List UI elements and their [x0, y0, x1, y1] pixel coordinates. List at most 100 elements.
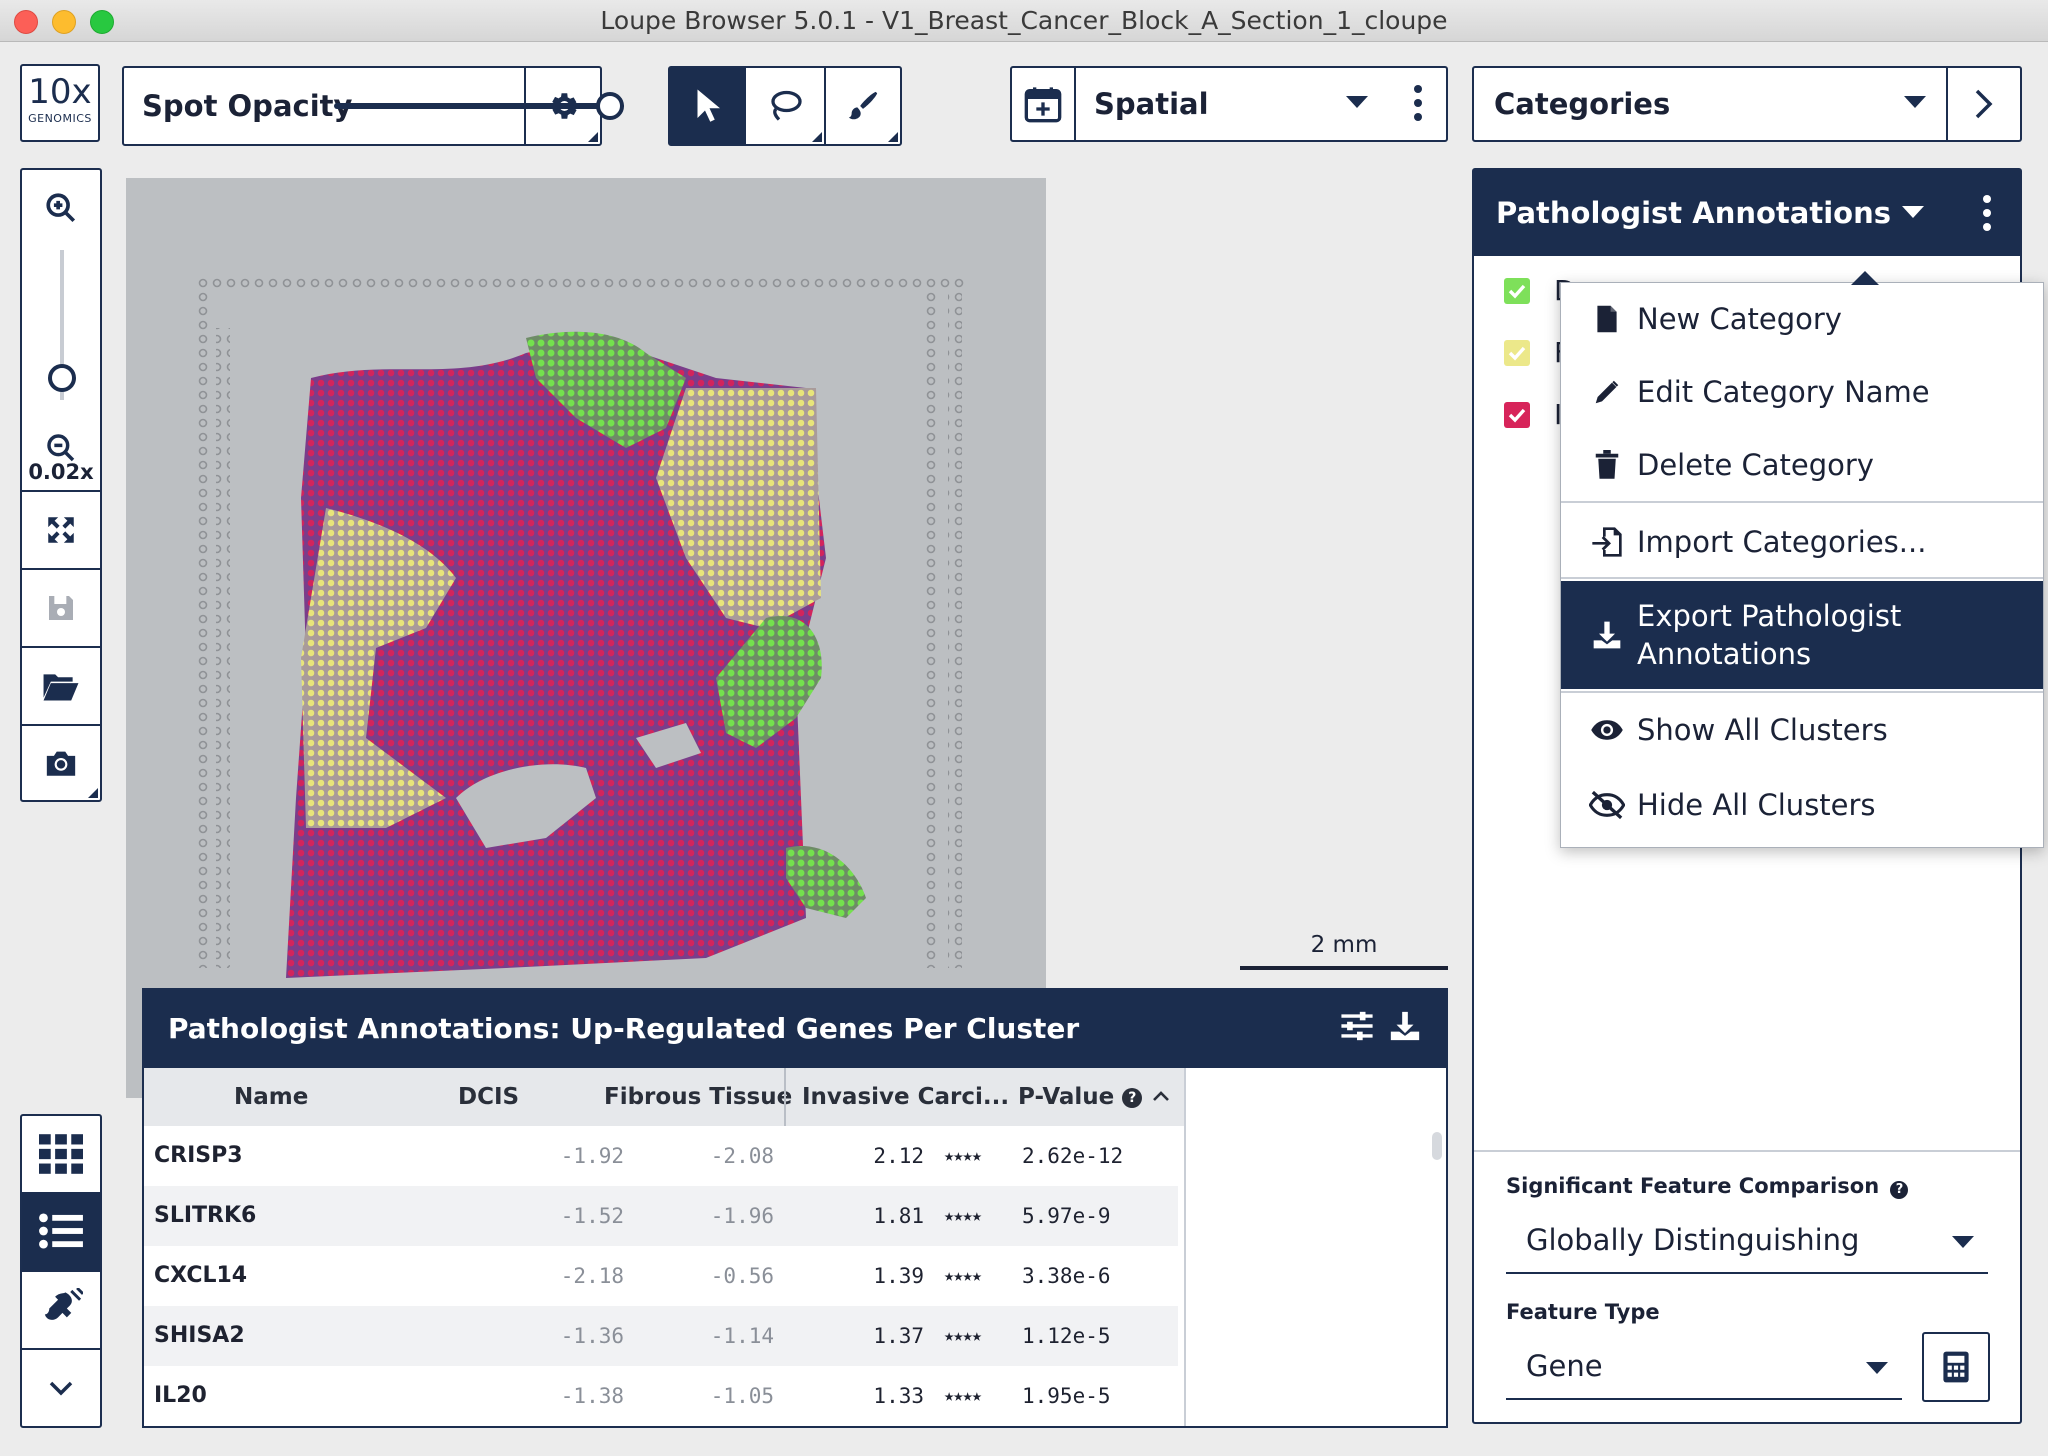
gene-table-header: Pathologist Annotations: Up-Regulated Ge…	[144, 990, 1446, 1068]
zoom-slider-handle[interactable]	[48, 363, 76, 392]
category-label[interactable]: I	[1554, 398, 1563, 431]
trash-icon	[1587, 450, 1627, 480]
logo-text: 10x	[28, 72, 92, 112]
column-pvalue[interactable]: P-Value ?	[1018, 1068, 1143, 1126]
sort-ascending-icon[interactable]	[1152, 1090, 1170, 1102]
menu-item-export-pathologist-annotations[interactable]: Export Pathologist Annotations	[1561, 581, 2043, 689]
pointer-tool-button[interactable]	[670, 68, 746, 144]
add-view-button[interactable]	[1012, 68, 1074, 140]
window-title: Loupe Browser 5.0.1 - V1_Breast_Cancer_B…	[600, 6, 1448, 35]
zoom-out-button[interactable]	[22, 428, 100, 468]
feature-comparison-select[interactable]: Globally Distinguishing	[1506, 1210, 1988, 1274]
view-more-button[interactable]	[1398, 78, 1438, 128]
expand-panel-button[interactable]	[1948, 68, 2020, 140]
grid-icon	[39, 1134, 83, 1174]
zoom-out-icon	[47, 434, 75, 462]
calculator-button[interactable]	[1922, 1332, 1990, 1402]
kebab-menu-icon[interactable]	[1972, 188, 2002, 238]
more-tools-button[interactable]	[22, 1350, 100, 1426]
cell-fibrous: -1.96	[710, 1204, 774, 1228]
table-row[interactable]: SLITRK6 -1.52 -1.96 1.81 ★★★★ 5.97e-9	[144, 1186, 1178, 1246]
check-icon	[1508, 346, 1526, 361]
column-dcis[interactable]: DCIS	[458, 1084, 520, 1110]
sliders-icon[interactable]	[1340, 1010, 1374, 1042]
menu-item-delete-category[interactable]: Delete Category	[1561, 429, 2043, 501]
download-icon[interactable]	[1388, 1008, 1422, 1044]
menu-item-label: Import Categories...	[1637, 525, 1927, 559]
spot-opacity-slider-handle[interactable]	[595, 92, 624, 120]
lasso-icon	[771, 90, 802, 121]
menu-item-show-all-clusters[interactable]: Show All Clusters	[1561, 693, 2043, 767]
menu-item-label: Edit Category Name	[1637, 375, 1930, 409]
cell-invasive: 2.12	[873, 1144, 924, 1168]
table-scrollbar[interactable]	[1432, 1132, 1442, 1160]
category-checkbox[interactable]	[1504, 402, 1530, 428]
category-checkbox[interactable]	[1504, 278, 1530, 304]
fit-to-view-button[interactable]	[22, 492, 100, 568]
gene-table-column-header: Name DCIS Fibrous Tissue Invasive Carci.…	[144, 1068, 1184, 1126]
column-fibrous-tissue[interactable]: Fibrous Tissue	[604, 1084, 793, 1110]
save-button[interactable]	[22, 570, 100, 646]
view-mode-select[interactable]: Spatial	[1094, 87, 1209, 121]
table-row[interactable]: CRISP3 -1.92 -2.08 2.12 ★★★★ 2.62e-12	[144, 1126, 1178, 1186]
menu-item-label: Export Pathologist Annotations	[1637, 599, 1902, 671]
cell-fibrous: -1.14	[710, 1324, 774, 1348]
file-icon	[1587, 304, 1627, 334]
cluster-panel-header: Pathologist Annotations	[1474, 170, 2020, 256]
chevron-down-icon[interactable]	[1902, 206, 1924, 220]
list-icon	[39, 1213, 83, 1249]
opacity-settings-button[interactable]	[526, 68, 600, 144]
cell-fibrous: -0.56	[710, 1264, 774, 1288]
cell-stars: ★★★★	[944, 1326, 982, 1346]
chevron-down-icon	[49, 1381, 73, 1396]
eye-slash-icon	[1587, 790, 1627, 820]
selection-tools	[668, 66, 902, 146]
open-folder-button[interactable]	[22, 648, 100, 724]
category-context-menu: New Category Edit Category Name Delete Cat…	[1560, 271, 2044, 848]
menu-item-edit-category-name[interactable]: Edit Category Name	[1561, 355, 2043, 429]
column-invasive-carcinoma[interactable]: Invasive Carci...	[802, 1084, 1010, 1110]
spot-opacity-slider[interactable]	[334, 103, 624, 109]
menu-item-hide-all-clusters[interactable]: Hide All Clusters	[1561, 767, 2043, 843]
cell-invasive: 1.81	[873, 1204, 924, 1228]
category-selector-panel: Categories	[1472, 66, 2022, 142]
category-select[interactable]: Categories	[1494, 87, 1671, 121]
feature-comparison-label: Significant Feature Comparison ?	[1506, 1174, 1909, 1199]
screenshot-button[interactable]	[22, 726, 100, 800]
logo-subtext: GENOMICS	[28, 112, 92, 125]
column-name[interactable]: Name	[234, 1084, 309, 1110]
maximize-window-button[interactable]	[90, 10, 114, 34]
import-icon	[1587, 526, 1627, 558]
cell-fibrous: -1.05	[710, 1384, 774, 1408]
menu-item-new-category[interactable]: New Category	[1561, 283, 2043, 355]
help-icon[interactable]: ?	[1890, 1181, 1909, 1199]
brush-tool-button[interactable]	[826, 68, 900, 144]
feature-type-value: Gene	[1526, 1349, 1603, 1383]
grid-view-button[interactable]	[22, 1116, 100, 1192]
zoom-level: 0.02x	[28, 460, 94, 484]
category-checkbox[interactable]	[1504, 340, 1530, 366]
table-row[interactable]: SHISA2 -1.36 -1.14 1.37 ★★★★ 1.12e-5	[144, 1306, 1178, 1366]
cell-name: CXCL14	[154, 1263, 248, 1288]
feature-type-select[interactable]: Gene	[1506, 1336, 1902, 1400]
10x-genomics-logo: 10x GENOMICS	[20, 64, 100, 142]
expand-arrows-icon	[48, 517, 74, 543]
lasso-tool-button[interactable]	[746, 68, 824, 144]
check-icon	[1508, 408, 1526, 423]
table-row[interactable]: CXCL14 -2.18 -0.56 1.39 ★★★★ 3.38e-6	[144, 1246, 1178, 1306]
minimize-window-button[interactable]	[52, 10, 76, 34]
table-row[interactable]: IL20 -1.38 -1.05 1.33 ★★★★ 1.95e-5	[144, 1366, 1178, 1426]
gene-table-panel: Pathologist Annotations: Up-Regulated Ge…	[142, 988, 1448, 1428]
spatial-tissue-view[interactable]	[126, 178, 1046, 1098]
cluster-panel-title[interactable]: Pathologist Annotations	[1496, 196, 1891, 230]
cell-pvalue: 1.12e-5	[1022, 1324, 1111, 1348]
close-window-button[interactable]	[14, 10, 38, 34]
menu-item-label: New Category	[1637, 302, 1842, 336]
help-icon[interactable]: ?	[1122, 1087, 1143, 1108]
list-view-button[interactable]	[22, 1192, 100, 1270]
menu-item-import-categories[interactable]: Import Categories...	[1561, 505, 2043, 579]
zoom-slider-track[interactable]	[60, 250, 64, 400]
tissue-image[interactable]	[126, 178, 1046, 1098]
violin-plot-button[interactable]	[22, 1272, 100, 1348]
zoom-in-button[interactable]	[22, 180, 100, 236]
